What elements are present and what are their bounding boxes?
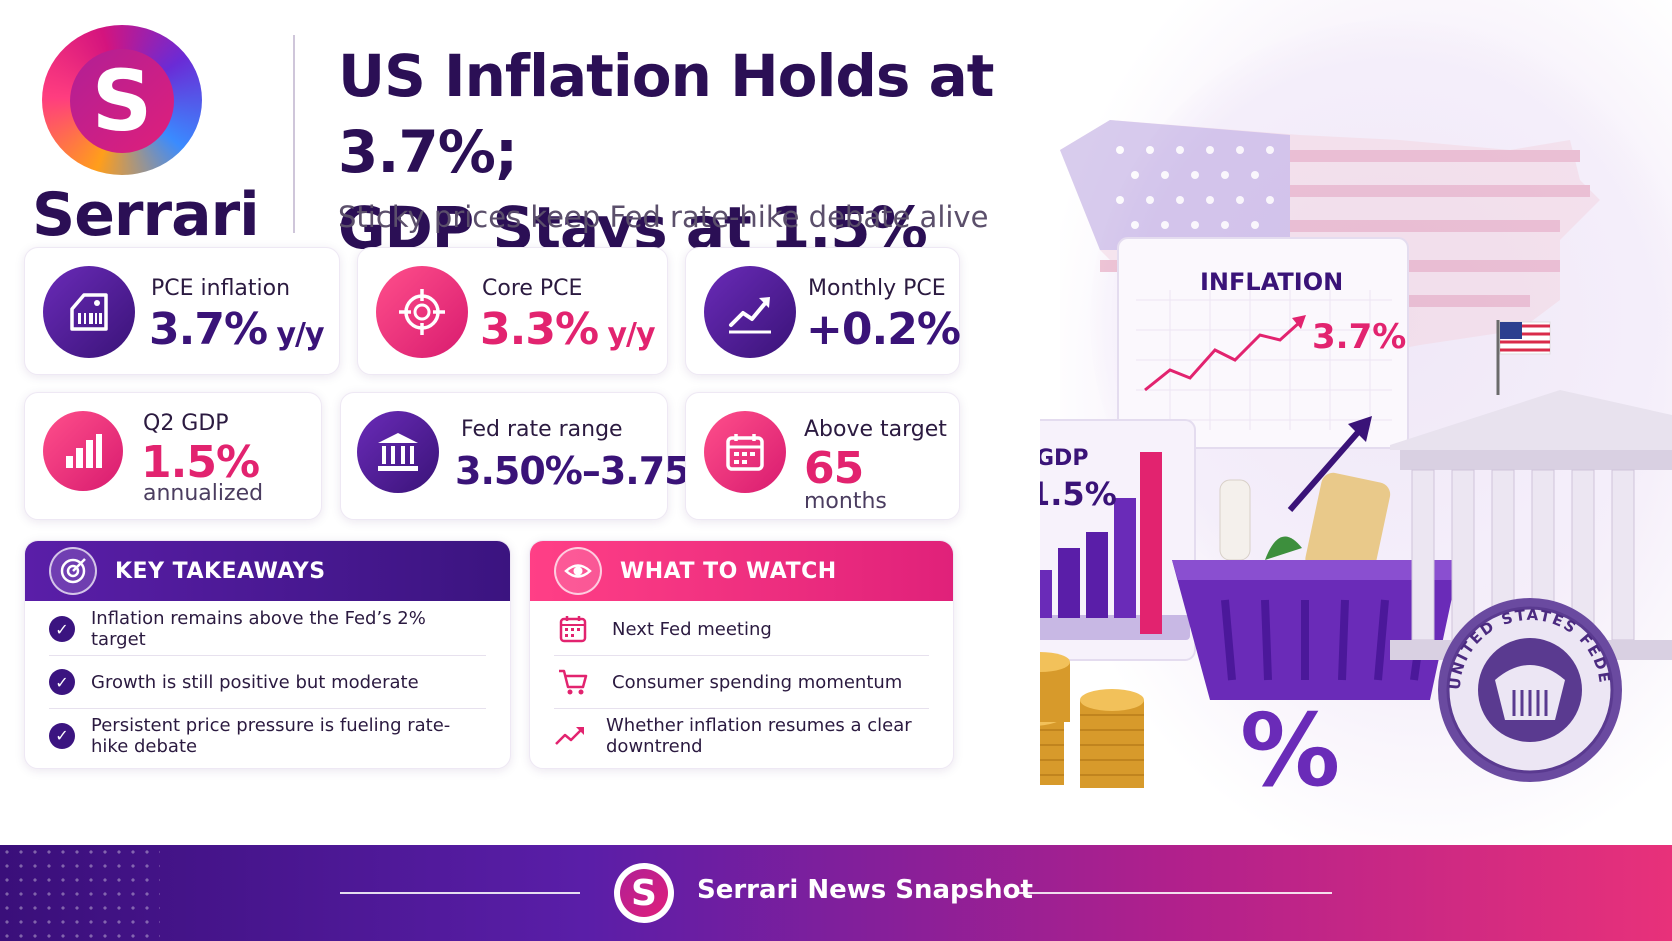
stat-card-above-target: Above target 65 months [685,392,960,520]
check-icon: ✓ [49,616,75,642]
target-icon [49,547,97,595]
economy-illustration: INFLATION 3.7% GDP 1.5% % $ [1040,0,1672,809]
stat-value: 3.50%–3.75% [455,449,728,493]
takeaway-item: ✓ Persistent price pressure is fueling r… [49,709,486,762]
key-takeaways-panel: KEY TAKEAWAYS ✓ Inflation remains above … [24,540,511,769]
inflation-chart-board [1117,237,1409,449]
footer-title: Serrari News Snapshot [697,875,1033,905]
footer-divider-right [1018,892,1332,894]
bar-chart-icon [43,411,123,491]
gdp-board-value: 1.5% [1040,475,1117,513]
stat-card-core-pce: Core PCE 3.3% y/y [357,247,668,375]
stat-card-q2-gdp: Q2 GDP 1.5% annualized [24,392,322,520]
brand-name: Serrari [32,180,260,250]
stat-card-monthly-pce: Monthly PCE +0.2% [685,247,961,375]
coin-stacks [1040,652,1144,788]
eye-icon [554,547,602,595]
stat-label: Core PCE [482,276,583,301]
calendar-icon [554,614,592,644]
footer-dot-pattern [0,845,160,941]
stat-label: Above target [804,417,947,442]
watch-text: Whether inflation resumes a clear downtr… [606,714,912,757]
gdp-board-label: GDP [1040,446,1088,471]
stat-card-fed-rate: Fed rate range 3.50%–3.75% [340,392,728,520]
stat-value: 65 [804,443,864,494]
takeaway-text: Growth is still positive but moderate [91,671,419,693]
what-to-watch-title: WHAT TO WATCH [620,558,837,584]
trend-icon [554,724,586,748]
logo-mark: S [42,25,202,175]
takeaway-text: Inflation remains above the Fed’s 2% tar… [91,608,426,650]
takeaway-item: ✓ Growth is still positive but moderate [49,656,486,709]
key-takeaways-title: KEY TAKEAWAYS [115,558,326,584]
bank-icon [357,411,439,493]
watch-text: Consumer spending momentum [612,671,903,693]
check-icon: ✓ [49,722,75,749]
stat-value: 1.5% [141,437,260,488]
inflation-board-value: 3.7% [1312,317,1406,357]
footer-logo: S [614,863,674,923]
what-to-watch-panel: WHAT TO WATCH Next Fed meeting Consumer … [529,540,954,769]
watch-item: Next Fed meeting [554,603,929,656]
logo-letter: S [70,49,174,153]
watch-item: Whether inflation resumes a clear downtr… [554,709,929,762]
stat-value: +0.2% [806,304,961,355]
footer-divider-left [340,892,580,894]
stat-label: PCE inflation [151,276,291,301]
stat-subtext: months [804,489,887,514]
key-takeaways-header: KEY TAKEAWAYS [25,541,510,601]
stat-label: Q2 GDP [143,411,229,436]
arrow-up-icon [1348,416,1372,442]
stat-label: Monthly PCE [808,276,946,301]
footer-logo-letter: S [620,869,668,917]
footer-bar: S Serrari News Snapshot [0,845,1672,941]
takeaway-item: ✓ Inflation remains above the Fed’s 2% t… [49,603,486,656]
watch-text: Next Fed meeting [612,618,772,640]
percent-symbol: % [1240,692,1340,809]
price-tag-icon [43,266,135,358]
takeaway-text: Persistent price pressure is fueling rat… [91,714,451,757]
inflation-board-label: INFLATION [1200,268,1343,296]
subheadline: Sticky prices keep Fed rate-hike debate … [338,200,989,234]
calendar-icon [704,411,786,493]
stat-card-pce-inflation: PCE inflation 3.7% y/y [24,247,340,375]
stat-value: 3.3% y/y [480,304,656,355]
headline-line-1: US Inflation Holds at 3.7%; [338,42,995,186]
header-divider [293,35,295,233]
trend-up-icon [704,266,796,358]
gdp-chart-board [1040,419,1196,661]
target-icon [376,266,468,358]
brand-logo: S Serrari [30,25,270,250]
what-to-watch-header: WHAT TO WATCH [530,541,953,601]
stat-value: 3.7% y/y [149,304,325,355]
check-icon: ✓ [49,669,75,695]
cart-icon [554,667,592,697]
stat-label: Fed rate range [461,417,623,442]
stat-subtext: annualized [143,481,264,506]
watch-item: Consumer spending momentum [554,656,929,709]
